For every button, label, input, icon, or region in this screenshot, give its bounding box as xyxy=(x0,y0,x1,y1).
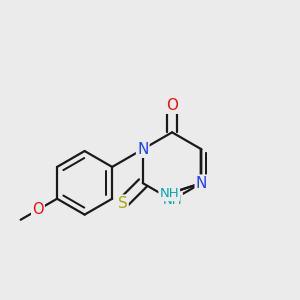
Text: O: O xyxy=(32,202,44,217)
Text: N: N xyxy=(196,176,207,190)
Text: S: S xyxy=(118,196,128,211)
Text: O: O xyxy=(166,98,178,113)
Text: N: N xyxy=(137,142,148,157)
Text: NH: NH xyxy=(159,187,179,200)
Text: NH: NH xyxy=(162,194,182,207)
